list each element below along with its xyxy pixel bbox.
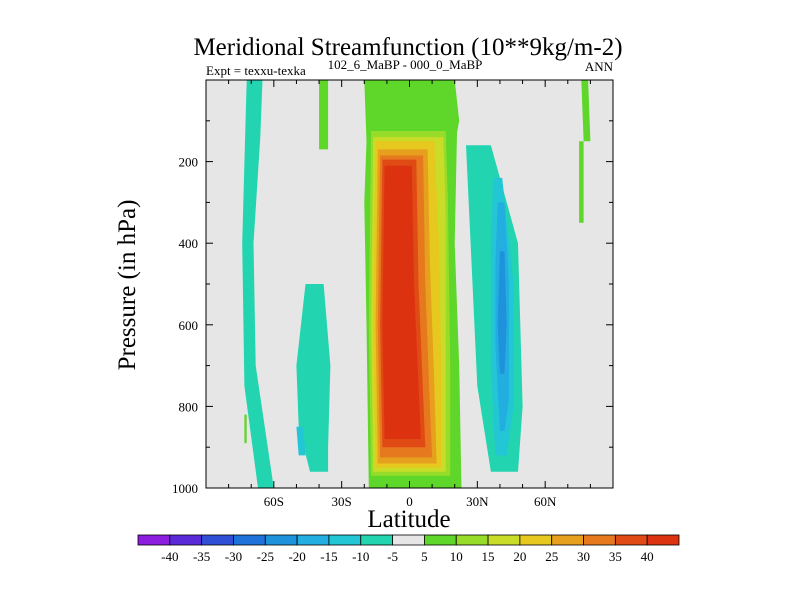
colorbar-label: -40 (161, 549, 178, 564)
y-axis-label: Pressure (in hPa) (114, 200, 141, 371)
colorbar-swatch (614, 534, 648, 546)
plot-area: 60S 30S 0 30N 60N 200 400 600 800 1000 (172, 79, 614, 509)
y-tick-label: 1000 (172, 481, 198, 496)
colorbar-label: -30 (225, 549, 242, 564)
colorbar-swatch (328, 534, 362, 546)
colorbar-swatch (551, 534, 584, 546)
y-tick-label: 200 (179, 155, 199, 170)
colorbar-label: 20 (513, 549, 526, 564)
colorbar-swatch (296, 534, 330, 546)
contour-regions (242, 80, 591, 488)
region-nh-polar-positive (581, 80, 591, 142)
colorbar-swatch (233, 534, 266, 546)
colorbar-swatch (455, 534, 489, 546)
x-axis-label: Latitude (367, 506, 450, 533)
colorbar-label: 10 (450, 549, 463, 564)
colorbar-swatch (519, 534, 553, 546)
colorbar-label: 40 (641, 549, 654, 564)
season-label: ANN (585, 59, 614, 74)
colorbar-swatch (201, 534, 234, 546)
colorbar-label: 35 (609, 549, 622, 564)
region-sh-ferrel-cell (296, 284, 331, 472)
x-tick-label: 30N (466, 494, 489, 509)
region-hadley-core (382, 165, 421, 439)
colorbar-label: -35 (193, 549, 210, 564)
period-label: 102_6_MaBP - 000_0_MaBP (328, 57, 483, 72)
region-sh-upper-positive (319, 80, 329, 150)
x-tick-label: 30S (332, 494, 352, 509)
colorbar-label: 30 (577, 549, 590, 564)
colorbar-label: -15 (320, 549, 337, 564)
axes: 60S 30S 0 30N 60N 200 400 600 800 1000 (172, 79, 614, 509)
x-tick-label: 0 (406, 494, 413, 509)
colorbar-label: 5 (421, 549, 428, 564)
chart-title: Meridional Streamfunction (10**9kg/m-2) (193, 34, 622, 61)
colorbar-label: -5 (387, 549, 398, 564)
y-tick-label: 600 (179, 318, 199, 333)
colorbar-swatch (360, 534, 393, 546)
y-tick-label: 400 (179, 236, 199, 251)
region-sh-small-positive (244, 414, 247, 444)
colorbar-swatch (424, 534, 457, 546)
colorbar-swatch (487, 534, 521, 546)
region-sh-polar-cell (242, 80, 274, 488)
x-tick-label: 60S (264, 494, 284, 509)
y-tick-label: 800 (179, 399, 199, 414)
x-tick-label: 60N (534, 494, 557, 509)
colorbar-label: -10 (352, 549, 369, 564)
region-sh-ferrel-core (296, 426, 306, 456)
colorbar-swatch (137, 534, 171, 546)
colorbar-label: -25 (257, 549, 274, 564)
colorbar-swatch (583, 534, 616, 546)
colorbar-swatch (169, 534, 203, 546)
colorbar-label: 15 (482, 549, 495, 564)
region-nh-small-positive (579, 141, 584, 223)
colorbar-label: 25 (545, 549, 558, 564)
colorbar-label: -20 (288, 549, 305, 564)
colorbar-swatch (392, 534, 425, 546)
colorbar: -40 -35 -30 -25 -20 -15 -10 -5 5 10 15 20 25 30 35 40 (137, 534, 680, 564)
colorbar-swatch (646, 534, 680, 546)
region-nh-ferrel-20 (497, 251, 507, 374)
colorbar-swatch (264, 534, 298, 546)
experiment-label: Expt = texxu-texka (206, 63, 306, 78)
